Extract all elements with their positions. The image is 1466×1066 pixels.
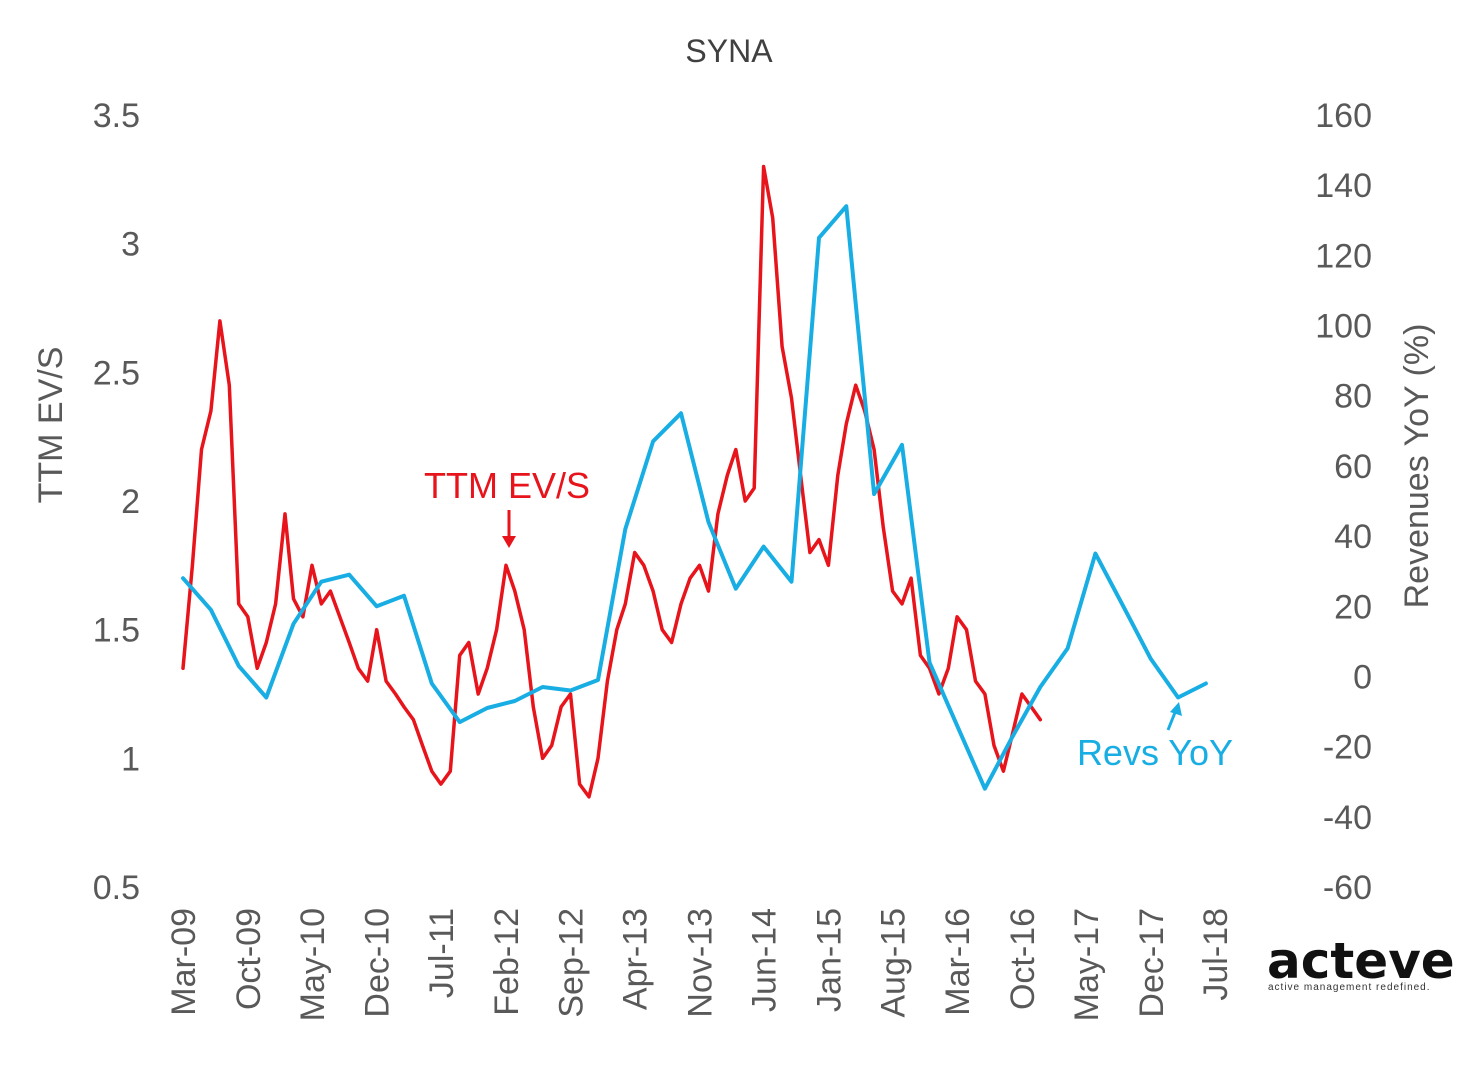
logo-wordmark: acteve: [1267, 932, 1455, 990]
right-tick-label: 120: [1315, 237, 1372, 275]
x-tick-label: Sep-12: [552, 908, 590, 1018]
series-layer: [181, 164, 1208, 799]
left-tick-label: 1.5: [93, 612, 140, 650]
logo-tagline: active management redefined.: [1268, 982, 1431, 993]
x-tick-label: Jul-11: [423, 908, 461, 998]
annotation-ttm-evs: TTM EV/S: [424, 465, 590, 506]
right-tick-label: 160: [1315, 97, 1372, 135]
right-tick-label: 20: [1334, 588, 1372, 626]
x-tick-label: Aug-15: [875, 908, 913, 1018]
x-tick-label: Mar-16: [939, 908, 977, 1016]
annotation-revs-yoy-arrow: [1166, 702, 1182, 731]
left-tick-label: 3: [121, 226, 140, 264]
x-tick-label: Oct-16: [1004, 908, 1042, 1010]
x-tick-label: Mar-09: [165, 908, 203, 1016]
left-axis-label: TTM EV/S: [32, 347, 70, 504]
left-tick-label: 2.5: [93, 354, 140, 392]
right-tick-label: 80: [1334, 378, 1372, 416]
x-tick-label: Dec-10: [359, 908, 397, 1018]
chart-title: SYNA: [685, 33, 773, 69]
right-tick-label: 40: [1334, 518, 1372, 556]
revs-yoy-line: [181, 204, 1208, 791]
x-tick-label: Jul-18: [1197, 908, 1235, 1001]
right-tick-label: 60: [1334, 448, 1372, 486]
x-axis-ticks: Mar-09 Oct-09 May-10 Dec-10 Jul-11 Feb-12 Sep-…: [165, 908, 1235, 1021]
left-tick-label: 0.5: [93, 869, 140, 907]
x-tick-label: Oct-09: [230, 908, 268, 1010]
x-tick-label: May-17: [1068, 908, 1106, 1021]
x-tick-label: Nov-13: [681, 908, 719, 1018]
annotation-ttm-evs-arrow: [502, 510, 516, 548]
right-tick-label: 0: [1353, 658, 1372, 696]
right-tick-label: 100: [1315, 308, 1372, 346]
right-tick-label: -60: [1323, 869, 1372, 907]
left-tick-label: 3.5: [93, 97, 140, 135]
left-axis-ticks: 3.5 3 2.5 2 1.5 1 0.5: [93, 97, 140, 907]
ttm-evs-line: [181, 164, 1043, 799]
x-tick-label: Apr-13: [617, 908, 655, 1010]
left-tick-label: 2: [121, 483, 140, 521]
right-axis-ticks: 160 140 120 100 80 60 40 20 0 -20 -40 -60: [1315, 97, 1372, 907]
x-tick-label: Jan-15: [810, 908, 848, 1012]
right-tick-label: -20: [1323, 729, 1372, 767]
x-tick-label: Feb-12: [488, 908, 526, 1016]
x-tick-label: Jun-14: [746, 908, 784, 1012]
right-axis-label: Revenues YoY (%): [1398, 324, 1436, 609]
right-tick-label: -40: [1323, 799, 1372, 837]
logo: acteve active management redefined.: [1267, 932, 1455, 993]
x-tick-label: May-10: [294, 908, 332, 1021]
left-tick-label: 1: [121, 740, 140, 778]
annotation-revs-yoy: Revs YoY: [1077, 732, 1233, 773]
right-tick-label: 140: [1315, 167, 1372, 205]
x-tick-label: Dec-17: [1133, 908, 1171, 1018]
